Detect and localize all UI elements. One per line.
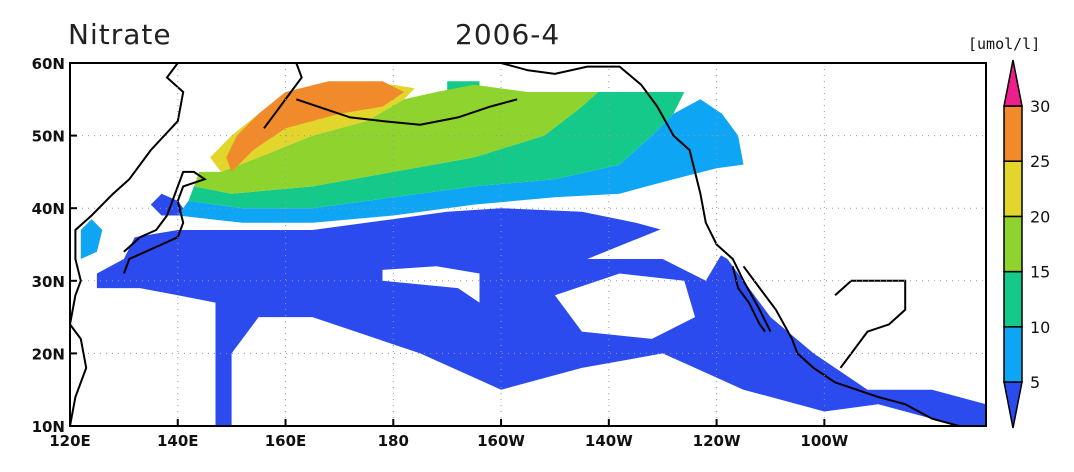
map-frame [69,62,987,427]
colorbar-label: 25 [1030,152,1050,171]
alaska-coast [500,63,772,333]
colorbar-label: 15 [1030,263,1050,282]
nitrate-5-10 [177,99,744,223]
y-tick-label: 60N [32,55,65,73]
gap-east [554,273,695,339]
colorbar-bin [1003,105,1023,162]
data-gaps [382,215,728,339]
nitrate-15-20 [193,84,598,194]
nitrate-5-10-japan-sea [80,219,103,259]
colorbar-bin [1003,215,1023,273]
x-tick-label: 100W [800,432,848,450]
colorbar: 5 10 15 20 25 30 [1003,59,1050,429]
lat-axis: 10N 20N 30N 40N 50N 60N [32,55,77,436]
colorbar-label: 5 [1030,373,1040,392]
japan-coast [122,170,207,274]
kamchatka-coast [263,63,303,129]
gridlines [70,63,986,426]
y-tick-label: 30N [32,273,65,291]
colorbar-label: 10 [1030,318,1050,337]
colorbar-bin [1003,326,1023,383]
x-tick-label: 160W [477,432,525,450]
y-tick-label: 10N [32,418,65,436]
x-tick-label: 160E [265,432,307,450]
nitrate-10-15 [188,92,685,209]
y-tick-label: 20N [32,345,65,363]
asia-coast [70,63,185,426]
units-label: [umol/l] [968,35,1040,53]
colorbar-label: 30 [1030,97,1050,116]
nitrate-0-5 [96,208,986,426]
gap-central [382,266,480,303]
gulf-coast [834,279,907,369]
lon-axis: 120E 140E 160E 180 160W 140W 120W 100W [49,419,849,450]
x-tick-label: 120E [49,432,91,450]
variable-title: Nitrate [68,18,172,51]
nitrate-25-30 [226,81,405,172]
x-tick-label: 120W [693,432,741,450]
colorbar-bin [1003,381,1023,429]
coastlines [70,63,960,426]
colorbar-bin [1003,160,1023,218]
colorbar-bin [1003,59,1023,107]
y-tick-label: 40N [32,200,65,218]
colorbar-label: 20 [1030,207,1050,226]
colorbar-bin [1003,270,1023,328]
gap-northeast [587,215,728,281]
date-title: 2006-4 [455,18,560,51]
aleutians [295,98,518,126]
x-tick-label: 140E [157,432,199,450]
y-tick-label: 50N [32,128,65,146]
x-tick-label: 140W [585,432,633,450]
x-tick-label: 180 [378,432,409,450]
